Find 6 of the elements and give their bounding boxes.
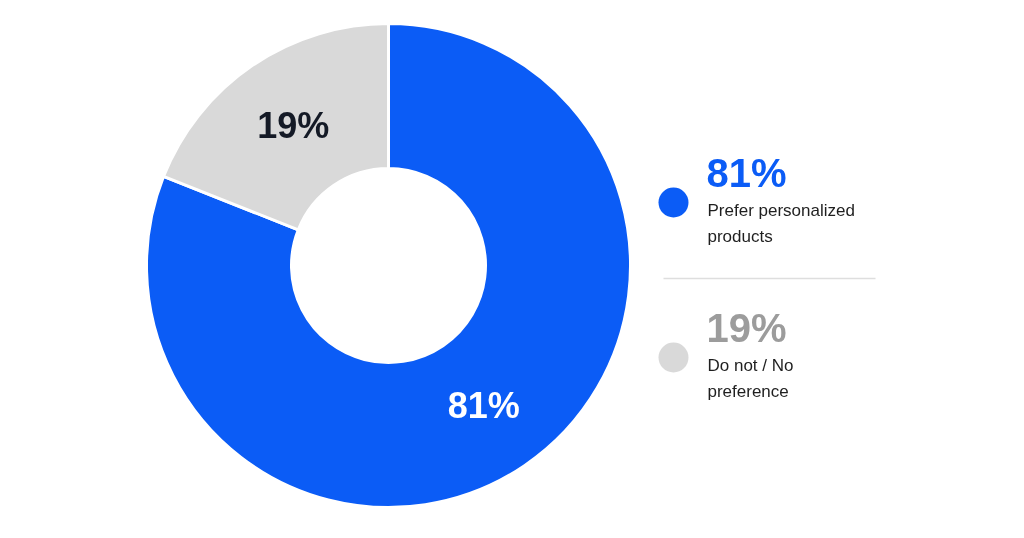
data-label: 81% xyxy=(447,385,520,427)
data-label: 19% xyxy=(257,104,330,146)
text: 19% xyxy=(706,305,787,350)
legend-label: Prefer personalized products xyxy=(707,200,855,247)
legend-label: Do not / No preference xyxy=(707,355,794,402)
text: 81% xyxy=(706,150,787,195)
